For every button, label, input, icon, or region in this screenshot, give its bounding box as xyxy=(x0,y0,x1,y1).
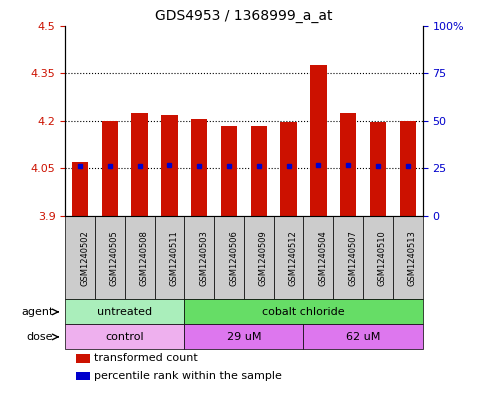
Text: GSM1240508: GSM1240508 xyxy=(140,230,149,286)
Bar xyxy=(95,216,125,299)
Text: percentile rank within the sample: percentile rank within the sample xyxy=(94,371,282,381)
Text: agent: agent xyxy=(21,307,53,317)
Title: GDS4953 / 1368999_a_at: GDS4953 / 1368999_a_at xyxy=(155,9,333,23)
Text: GSM1240512: GSM1240512 xyxy=(289,230,298,286)
Bar xyxy=(251,126,267,216)
Bar xyxy=(214,216,244,299)
Text: GSM1240506: GSM1240506 xyxy=(229,230,238,286)
Bar xyxy=(65,299,185,324)
Text: 62 uM: 62 uM xyxy=(346,332,380,342)
Bar xyxy=(399,121,416,216)
Bar xyxy=(185,299,423,324)
Text: GSM1240513: GSM1240513 xyxy=(408,230,417,286)
Text: GSM1240510: GSM1240510 xyxy=(378,230,387,286)
Bar xyxy=(72,162,88,216)
Bar xyxy=(221,126,237,216)
Bar xyxy=(76,371,90,380)
Text: dose: dose xyxy=(27,332,53,342)
Bar xyxy=(185,216,214,299)
Bar xyxy=(244,216,274,299)
Text: GSM1240504: GSM1240504 xyxy=(318,230,327,286)
Bar xyxy=(363,216,393,299)
Bar xyxy=(65,324,185,349)
Text: cobalt chloride: cobalt chloride xyxy=(262,307,345,317)
Bar xyxy=(102,121,118,216)
Text: GSM1240507: GSM1240507 xyxy=(348,230,357,286)
Text: GSM1240502: GSM1240502 xyxy=(80,230,89,286)
Bar xyxy=(303,324,423,349)
Bar xyxy=(310,65,327,216)
Text: GSM1240505: GSM1240505 xyxy=(110,230,119,286)
Text: transformed count: transformed count xyxy=(94,353,198,364)
Bar xyxy=(281,122,297,216)
Bar xyxy=(303,216,333,299)
Text: GSM1240509: GSM1240509 xyxy=(259,230,268,286)
Text: GSM1240503: GSM1240503 xyxy=(199,230,208,286)
Bar xyxy=(131,113,148,216)
Bar xyxy=(370,122,386,216)
Bar xyxy=(274,216,303,299)
Bar xyxy=(76,354,90,363)
Text: control: control xyxy=(105,332,144,342)
Bar xyxy=(393,216,423,299)
Bar xyxy=(155,216,185,299)
Bar xyxy=(125,216,155,299)
Bar xyxy=(340,113,356,216)
Bar xyxy=(333,216,363,299)
Bar xyxy=(65,216,95,299)
Bar xyxy=(191,119,207,216)
Text: untreated: untreated xyxy=(97,307,152,317)
Bar xyxy=(161,115,178,216)
Text: GSM1240511: GSM1240511 xyxy=(170,230,178,286)
Text: 29 uM: 29 uM xyxy=(227,332,261,342)
Bar xyxy=(185,324,303,349)
